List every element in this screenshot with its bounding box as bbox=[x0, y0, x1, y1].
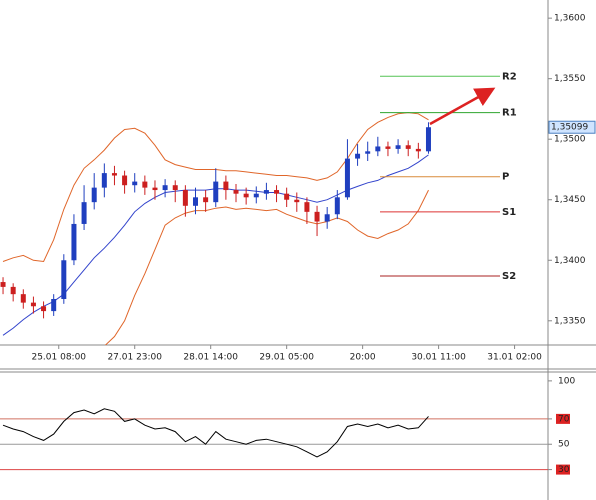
y-tick-label: 70 bbox=[558, 414, 570, 424]
candle-body bbox=[375, 146, 381, 152]
candle-body bbox=[0, 282, 6, 287]
x-tick-label: 31.01 02:00 bbox=[487, 353, 542, 363]
candle-body bbox=[122, 175, 128, 186]
candle-body bbox=[334, 197, 340, 215]
candle-body bbox=[233, 190, 239, 194]
candle-body bbox=[51, 299, 57, 312]
candle-body bbox=[101, 173, 107, 188]
pivot-label: S1 bbox=[502, 207, 516, 218]
candle-body bbox=[41, 306, 47, 312]
candle-body bbox=[425, 127, 431, 152]
rsi-line bbox=[2, 408, 429, 458]
candle-body bbox=[111, 173, 117, 176]
candle-body bbox=[324, 214, 330, 222]
candle-body bbox=[81, 202, 87, 224]
candle-body bbox=[30, 302, 36, 307]
candle-body bbox=[344, 158, 350, 198]
candle-body bbox=[274, 190, 280, 194]
candle-body bbox=[294, 199, 300, 203]
candle-body bbox=[152, 187, 158, 191]
y-tick-label: 1,3600 bbox=[554, 14, 586, 24]
candle-body bbox=[71, 223, 77, 261]
candle-body bbox=[304, 202, 310, 212]
pivot-label: S2 bbox=[502, 271, 516, 282]
pivot-label: R1 bbox=[502, 108, 517, 119]
x-tick-label: 28.01 14:00 bbox=[183, 353, 238, 363]
band-line bbox=[104, 189, 429, 345]
candle-body bbox=[20, 294, 26, 303]
y-tick-label: 30 bbox=[558, 465, 570, 475]
candle-body bbox=[395, 145, 401, 149]
last-price-label: 1,35099 bbox=[551, 123, 588, 133]
x-tick-label: 27.01 23:00 bbox=[107, 353, 162, 363]
candle-body bbox=[61, 260, 67, 299]
y-tick-label: 1,3500 bbox=[554, 135, 586, 145]
candle-body bbox=[385, 146, 391, 149]
y-tick-label: 1,3550 bbox=[554, 74, 586, 84]
candle-body bbox=[10, 286, 16, 295]
candle-body bbox=[162, 185, 168, 191]
y-tick-highlight bbox=[556, 464, 570, 475]
candle-body bbox=[203, 197, 209, 203]
x-tick-label: 30.01 11:00 bbox=[411, 353, 466, 363]
y-tick-highlight bbox=[556, 413, 570, 424]
pivot-label: P bbox=[502, 172, 509, 183]
pivot-label: R2 bbox=[502, 71, 517, 82]
candle-body bbox=[314, 211, 320, 222]
x-tick-label: 25.01 08:00 bbox=[31, 353, 86, 363]
last-price-box bbox=[548, 120, 596, 134]
candle-body bbox=[172, 185, 178, 191]
candle-body bbox=[192, 197, 198, 206]
candle-body bbox=[405, 145, 411, 149]
x-tick-label: 20:00 bbox=[350, 353, 376, 363]
y-tick-label: 100 bbox=[558, 376, 575, 386]
candle-body bbox=[263, 190, 269, 194]
candle-body bbox=[415, 148, 421, 152]
annotation-arrow bbox=[429, 87, 496, 126]
x-tick-label: 29.01 05:00 bbox=[259, 353, 314, 363]
y-tick-label: 1,3400 bbox=[554, 256, 586, 266]
y-tick-label: 1,3350 bbox=[554, 316, 586, 326]
candle-body bbox=[132, 181, 138, 186]
candle-body bbox=[213, 181, 219, 203]
y-tick-label: 50 bbox=[558, 440, 570, 450]
candle-body bbox=[243, 193, 249, 198]
candle-body bbox=[182, 190, 188, 206]
candle-body bbox=[365, 151, 371, 154]
candle-body bbox=[142, 181, 148, 188]
candle-body bbox=[223, 181, 229, 191]
candle-body bbox=[91, 187, 97, 203]
candle-body bbox=[355, 153, 361, 159]
y-tick-label: 1,3450 bbox=[554, 195, 586, 205]
candle-body bbox=[284, 193, 290, 200]
candle-body bbox=[253, 193, 259, 198]
